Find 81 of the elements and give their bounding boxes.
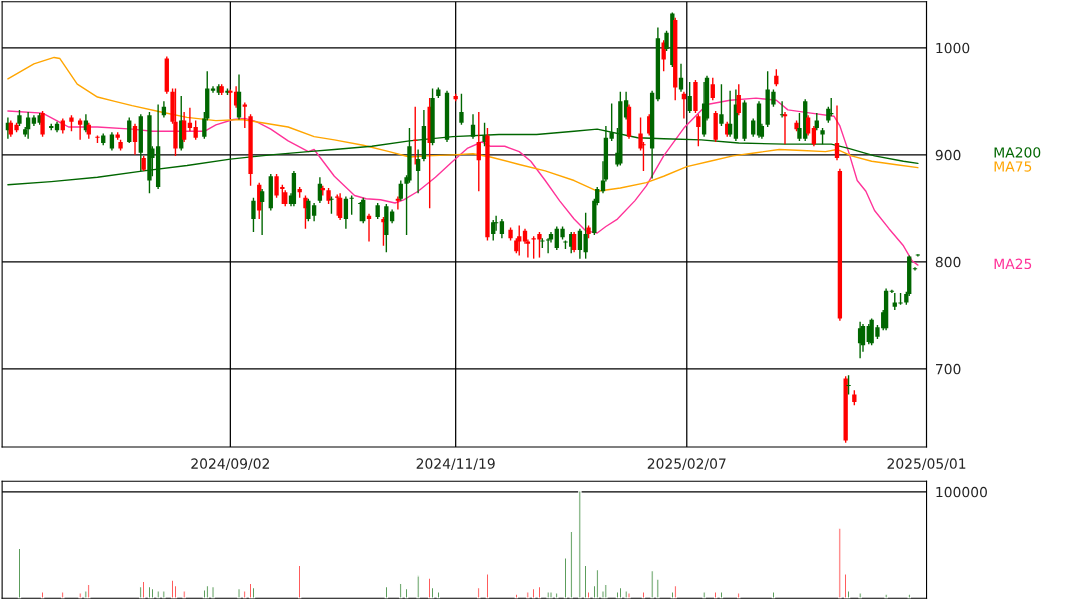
bar (61, 591, 65, 599)
bar (141, 580, 146, 599)
bar (713, 591, 718, 599)
candlestick (132, 123, 138, 156)
bar (182, 590, 186, 599)
x-tick-label: 2025/02/07 (647, 458, 726, 470)
bar (737, 592, 741, 599)
candlestick (415, 148, 421, 195)
y-tick-label: 100000 (936, 486, 987, 498)
bar (858, 592, 862, 599)
candlestick (696, 113, 701, 147)
candlestick (361, 196, 366, 225)
x-tick-label: 2024/09/02 (191, 458, 269, 470)
bar (202, 588, 207, 599)
bar (838, 527, 842, 599)
text: MA75 (994, 161, 1032, 172)
bar (531, 587, 536, 599)
candlestick (687, 81, 692, 114)
bar (604, 583, 608, 599)
bar (40, 591, 45, 599)
y-tick-label: 1000 (936, 42, 970, 54)
candlestick (343, 195, 349, 230)
bar (211, 585, 215, 599)
bar (384, 585, 389, 599)
candlestick (751, 117, 756, 138)
y-tick-label: 800 (935, 256, 961, 268)
x-tick-label: 2024/11/19 (416, 458, 495, 470)
bar (719, 591, 724, 599)
candlestick (678, 63, 684, 93)
y-tick-label: 900 (935, 149, 961, 161)
bar (771, 591, 776, 599)
candlestick (834, 104, 840, 161)
candlestick (499, 218, 505, 240)
line-series (7, 56, 919, 192)
bar (156, 590, 160, 599)
bar (436, 591, 441, 599)
bar (578, 490, 582, 599)
candlestick (710, 77, 715, 101)
candlestick (398, 179, 403, 202)
bar (162, 590, 166, 599)
bar (641, 591, 646, 599)
bar (427, 577, 432, 599)
bar (656, 578, 660, 599)
x-tick-label: 2025/05/01 (887, 458, 966, 470)
candlestick (805, 114, 811, 137)
bar (170, 579, 175, 599)
candlestick (181, 111, 187, 143)
candlestick (736, 83, 741, 116)
text: MA25 (994, 258, 1032, 270)
candlestick (577, 227, 583, 260)
bar (237, 587, 241, 599)
line-series (7, 97, 919, 266)
candlestick (193, 119, 198, 141)
bar (615, 591, 620, 599)
bar (78, 592, 82, 599)
candlestick (251, 196, 256, 233)
bar (546, 591, 550, 599)
bar (416, 575, 420, 599)
y-tick-label: 700 (936, 363, 961, 375)
text: MA200 (994, 147, 1041, 158)
candlestick (491, 219, 496, 242)
bar (514, 593, 519, 599)
candlestick (476, 111, 481, 192)
bar (404, 587, 409, 599)
candlestick (259, 188, 265, 236)
bar (884, 593, 888, 599)
candlestick (811, 125, 817, 147)
candlestick (719, 83, 724, 127)
bar (650, 569, 654, 599)
bar (150, 587, 155, 599)
bar (147, 585, 152, 599)
bar (537, 585, 542, 599)
candlestick (459, 93, 464, 126)
bar (549, 591, 553, 599)
bar (555, 592, 559, 599)
bar (243, 590, 247, 599)
bar (907, 593, 911, 599)
bar (526, 591, 530, 599)
candlestick (846, 374, 851, 396)
candlestick (127, 116, 132, 144)
bar (702, 591, 706, 599)
